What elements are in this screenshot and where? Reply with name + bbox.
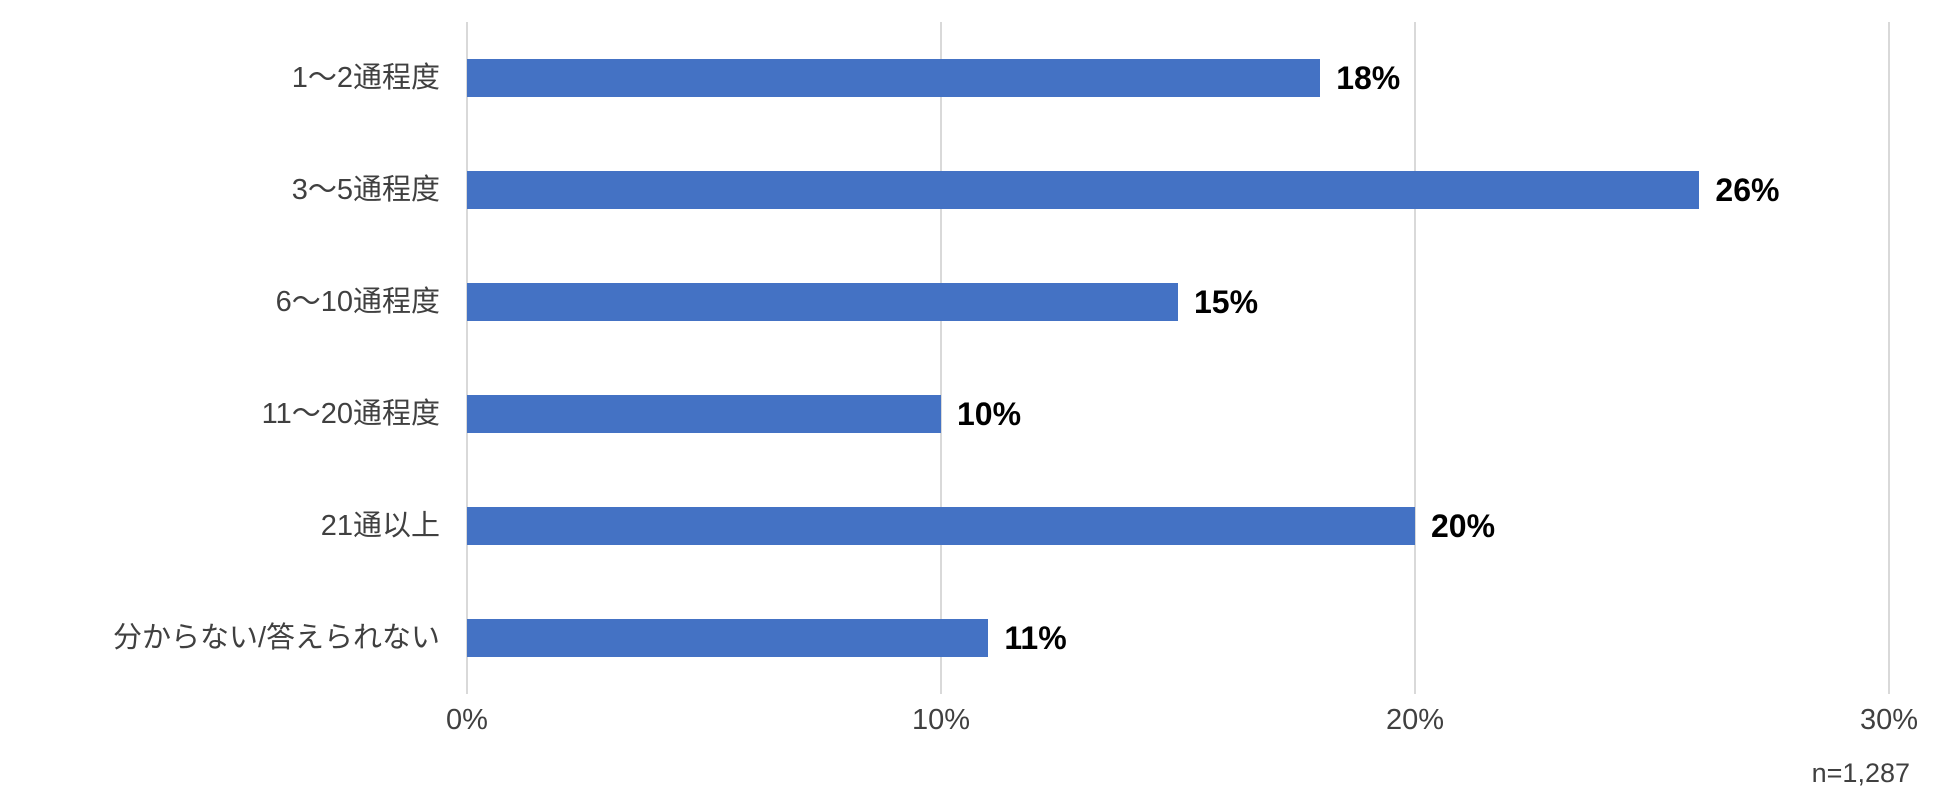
bar-row: 11% xyxy=(467,582,1889,694)
x-tick-label: 10% xyxy=(911,704,971,736)
data-label: 26% xyxy=(1715,172,1780,208)
bar-row: 26% xyxy=(467,134,1889,246)
plot-area xyxy=(466,22,1890,694)
data-label: 10% xyxy=(957,396,1022,432)
bar xyxy=(467,171,1700,209)
bar xyxy=(467,59,1321,97)
bar-row: 10% xyxy=(467,358,1889,470)
data-label: 20% xyxy=(1431,508,1496,544)
gridline-20 xyxy=(1414,22,1416,694)
category-label: 3〜5通程度 xyxy=(291,173,440,206)
category-axis: 1〜2通程度 3〜5通程度 6〜10通程度 11〜20通程度 21通以上 分から… xyxy=(0,22,440,694)
bar-row: 15% xyxy=(467,246,1889,358)
bar xyxy=(467,283,1178,321)
x-tick-label: 0% xyxy=(446,704,488,736)
category-label: 6〜10通程度 xyxy=(275,285,440,318)
bar xyxy=(467,395,941,433)
category-label: 21通以上 xyxy=(320,509,440,542)
bar-row: 20% xyxy=(467,470,1889,582)
bar-series: 18% 26% 15% 10% 20% 11% xyxy=(467,22,1889,694)
gridline-0 xyxy=(466,22,468,694)
data-label: 18% xyxy=(1336,60,1401,96)
x-tick-label: 20% xyxy=(1385,704,1445,736)
bar-row: 18% xyxy=(467,22,1889,134)
sample-size-note: n=1,287 xyxy=(1811,758,1910,788)
gridline-30 xyxy=(1888,22,1890,694)
x-tick-label: 30% xyxy=(1859,704,1919,736)
data-label: 11% xyxy=(1004,620,1067,656)
category-label: 1〜2通程度 xyxy=(291,61,440,94)
category-label: 分からない/答えられない xyxy=(112,621,440,654)
bar xyxy=(467,507,1415,545)
bar xyxy=(467,619,989,657)
data-label: 15% xyxy=(1194,284,1259,320)
x-axis: 0% 10% 20% 30% xyxy=(446,704,1918,746)
category-label: 11〜20通程度 xyxy=(261,397,440,430)
gridline-10 xyxy=(939,22,942,694)
